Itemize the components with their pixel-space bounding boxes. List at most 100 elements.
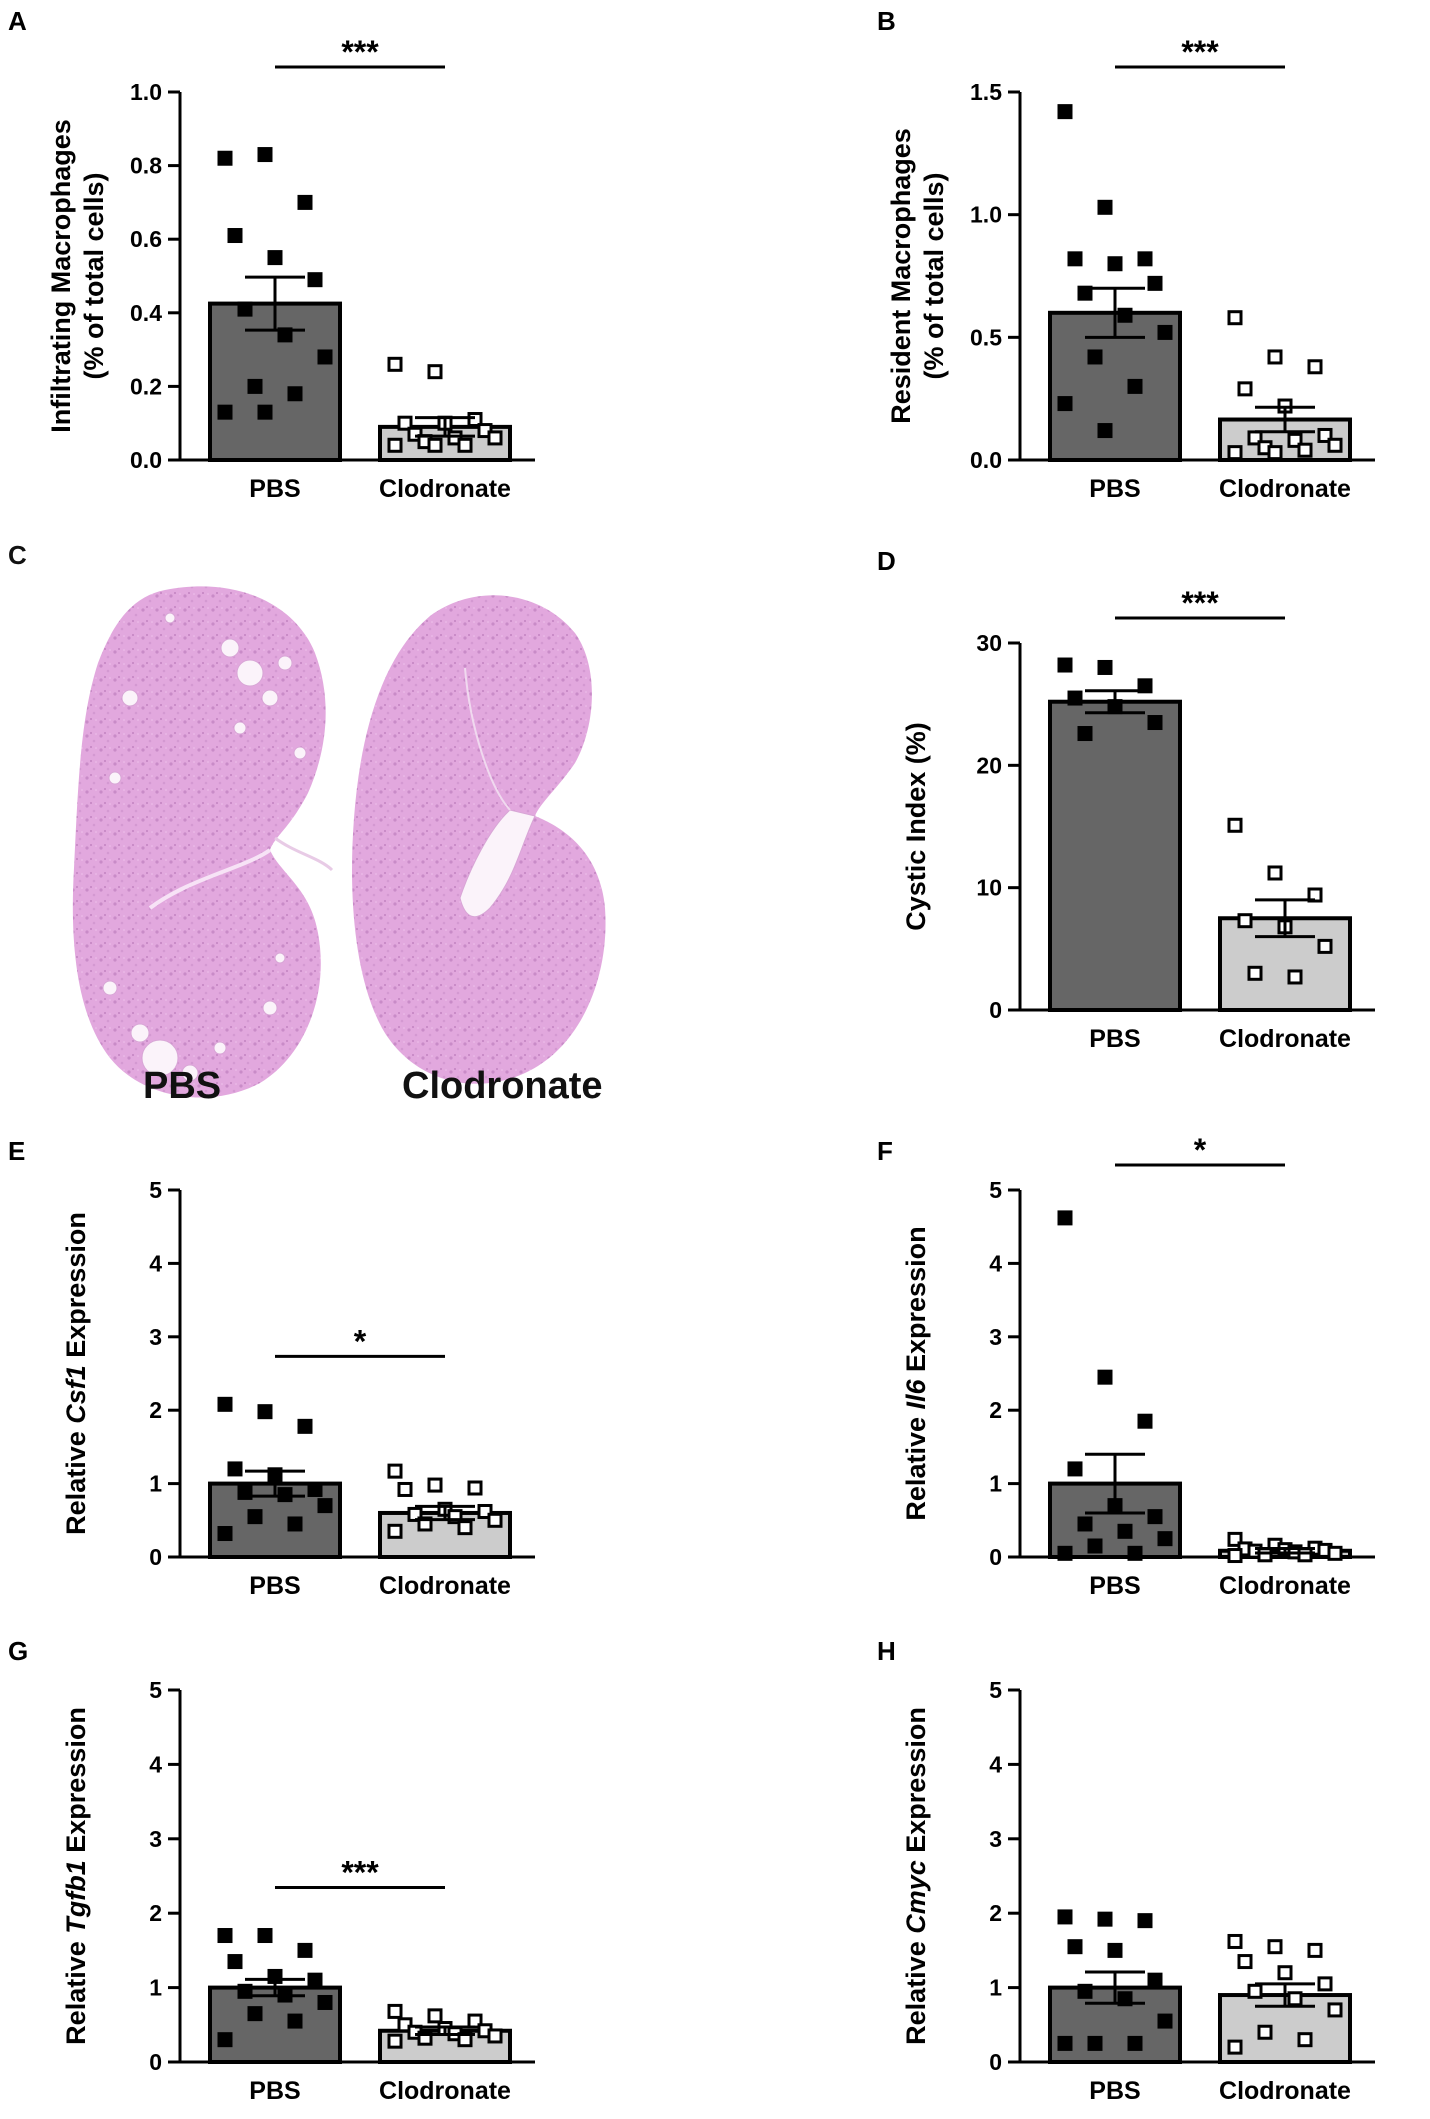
point-pbs xyxy=(257,404,273,420)
point-pbs xyxy=(1097,1369,1113,1385)
point-pbs xyxy=(1117,307,1133,323)
point-clodronate xyxy=(387,1463,403,1479)
point-clodronate xyxy=(1317,1976,1333,1992)
y-axis-label-line2: (% of total cells) xyxy=(79,172,109,379)
point-pbs xyxy=(1057,1210,1073,1226)
y-tick-label: 10 xyxy=(976,875,1002,901)
point-pbs xyxy=(1137,1413,1153,1429)
point-clodronate xyxy=(1317,938,1333,954)
panel-letter-f: F xyxy=(877,1136,893,1166)
bar-pbs xyxy=(1048,699,1182,1012)
y-tick-label: 1 xyxy=(149,1975,162,2001)
point-pbs xyxy=(1147,275,1163,291)
x-tick-label-clodronate: Clodronate xyxy=(379,475,511,503)
chart-h-svg: H 0 1 2 3 4 5 Relative Cmyc Expression PBS Clodro… xyxy=(877,1636,1375,2105)
y-tick-label: 4 xyxy=(989,1751,1002,1777)
point-clodronate xyxy=(487,1512,503,1528)
chart-a-svg: A 0.0 0.2 0.4 0.6 0.8 1.0 Infiltrating Macropha… xyxy=(8,6,535,503)
point-clodronate xyxy=(1227,310,1243,326)
point-pbs xyxy=(1057,1909,1073,1925)
point-clodronate xyxy=(1257,2024,1273,2040)
point-clodronate xyxy=(1247,1983,1263,1999)
pbs-cyst-holes xyxy=(102,612,307,1082)
point-pbs xyxy=(1117,1523,1133,1539)
point-pbs xyxy=(1087,349,1103,365)
point-clodronate xyxy=(427,364,443,380)
point-pbs xyxy=(227,1461,243,1477)
significance-stars: * xyxy=(354,1323,367,1359)
point-clodronate xyxy=(1287,969,1303,985)
y-tick-label: 0.8 xyxy=(130,153,162,179)
point-pbs xyxy=(1127,378,1143,394)
x-tick-label-pbs: PBS xyxy=(1089,1572,1140,1600)
significance-stars: *** xyxy=(341,34,379,70)
y-axis-label: Relative Csf1 Expression xyxy=(61,1212,91,1535)
point-clodronate xyxy=(1327,437,1343,453)
y-tick-label: 0 xyxy=(149,2049,162,2075)
point-clodronate xyxy=(1257,1547,1273,1563)
point-pbs xyxy=(1157,324,1173,340)
point-clodronate xyxy=(1227,1548,1243,1564)
point-pbs xyxy=(257,1928,273,1944)
point-pbs xyxy=(257,1404,273,1420)
pbs-kidney-section xyxy=(72,586,326,1098)
x-tick-label-clodronate: Clodronate xyxy=(1219,475,1351,503)
y-tick-label: 2 xyxy=(989,1397,1002,1423)
point-pbs xyxy=(297,1942,313,1958)
chart-f-svg: F 0 1 2 3 4 5 Relative Il6 Expression PBS Clodron… xyxy=(877,1132,1375,1600)
clodronate-kidney-section xyxy=(352,595,606,1084)
y-axis-label-line2: (% of total cells) xyxy=(919,172,949,379)
point-pbs xyxy=(1107,256,1123,272)
y-tick-label: 3 xyxy=(149,1324,162,1350)
point-pbs xyxy=(247,2006,263,2022)
y-tick-label: 0.0 xyxy=(130,447,162,473)
panel-letter-a: A xyxy=(8,6,27,36)
point-clodronate xyxy=(457,437,473,453)
y-tick-label: 1.5 xyxy=(970,79,1002,105)
y-tick-label: 0.5 xyxy=(970,324,1002,350)
y-tick-label: 30 xyxy=(976,630,1002,656)
chart-d-svg: D 0 10 20 30 Cystic Index (%) PBS Clodronate *** xyxy=(877,546,1375,1053)
point-clodronate xyxy=(1307,359,1323,375)
point-pbs xyxy=(1137,251,1153,267)
y-tick-label: 0 xyxy=(989,997,1002,1023)
x-tick-label-pbs: PBS xyxy=(1089,1025,1140,1053)
panel-letter-h: H xyxy=(877,1636,896,1666)
point-clodronate xyxy=(487,430,503,446)
point-clodronate xyxy=(1267,349,1283,365)
chart-panel-e: E 0 1 2 3 4 5 Relative Csf1 Expression PBS Clodro… xyxy=(0,1130,560,1620)
point-pbs xyxy=(237,1484,253,1500)
point-pbs xyxy=(1097,423,1113,439)
point-clodronate xyxy=(387,2003,403,2019)
panel-letter-e: E xyxy=(8,1136,25,1166)
point-pbs xyxy=(1137,1913,1153,1929)
point-clodronate xyxy=(427,1477,443,1493)
point-pbs xyxy=(1067,1939,1083,1955)
significance-stars: *** xyxy=(1181,585,1219,621)
chart-b-svg: B 0.0 0.5 1.0 1.5 Resident Macrophages (% of t… xyxy=(877,6,1375,503)
point-pbs xyxy=(217,2032,233,2048)
point-pbs xyxy=(317,1498,333,1514)
point-pbs xyxy=(1147,1972,1163,1988)
point-pbs xyxy=(217,1526,233,1542)
point-clodronate xyxy=(387,356,403,372)
y-tick-label: 20 xyxy=(976,752,1002,778)
y-axis-label: Cystic Index (%) xyxy=(901,722,931,931)
point-pbs xyxy=(1077,1516,1093,1532)
point-clodronate xyxy=(1227,1933,1243,1949)
x-tick-label-clodronate: Clodronate xyxy=(379,2077,511,2105)
chart-panel-h: H 0 1 2 3 4 5 Relative Cmyc Expression PBS Clodro… xyxy=(715,1630,1430,2114)
point-pbs xyxy=(287,2013,303,2029)
y-axis-label: Resident Macrophages xyxy=(886,128,916,424)
point-pbs xyxy=(1147,715,1163,731)
point-pbs xyxy=(287,1516,303,1532)
kidney-label-clodronate: Clodronate xyxy=(402,1065,603,1107)
point-pbs xyxy=(247,378,263,394)
point-clodronate xyxy=(1237,913,1253,929)
point-pbs xyxy=(217,1396,233,1412)
point-pbs xyxy=(307,272,323,288)
chart-panel-b: B 0.0 0.5 1.0 1.5 Resident Macrophages (% of t… xyxy=(715,0,1430,530)
point-pbs xyxy=(267,250,283,266)
y-tick-label: 4 xyxy=(989,1250,1002,1276)
point-pbs xyxy=(297,1418,313,1434)
